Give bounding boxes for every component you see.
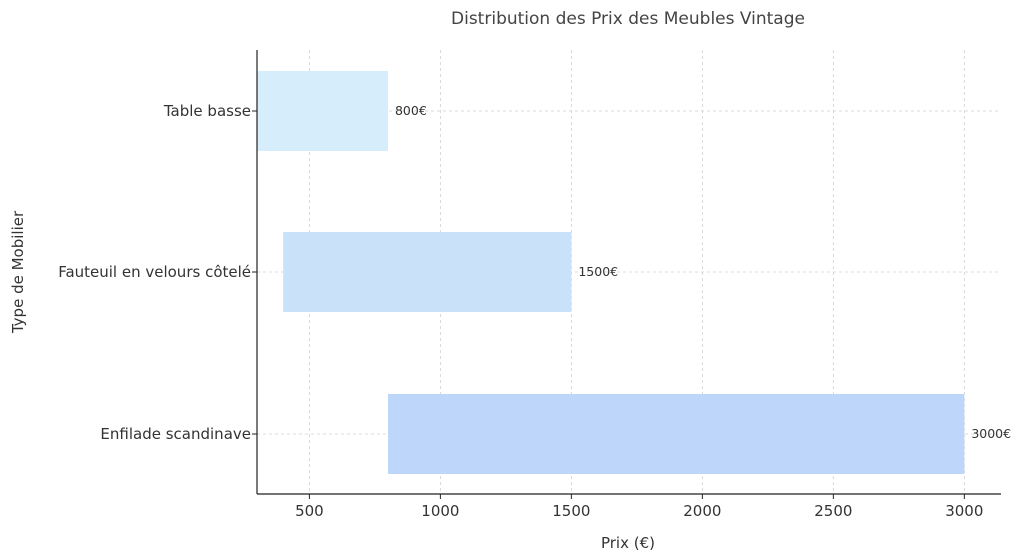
x-tick-label: 500 bbox=[295, 502, 324, 520]
x-axis-label: Prix (€) bbox=[601, 534, 655, 552]
bar-layer bbox=[257, 71, 965, 474]
y-tick-label: Table basse bbox=[163, 102, 251, 120]
y-tick-label: Enfilade scandinave bbox=[100, 425, 251, 443]
y-tick-label: Fauteuil en velours côtelé bbox=[58, 263, 251, 281]
axis-layer bbox=[252, 50, 1001, 499]
y-axis-label: Type de Mobilier bbox=[9, 210, 27, 334]
x-tick-label: 2500 bbox=[814, 502, 852, 520]
bar bbox=[387, 394, 965, 474]
chart-title: Distribution des Prix des Meubles Vintag… bbox=[451, 9, 805, 29]
x-tick-label: 3000 bbox=[945, 502, 983, 520]
bar-value-label: 800€ bbox=[395, 103, 427, 118]
x-tick-label: 1500 bbox=[552, 502, 590, 520]
label-layer: 500 1000 1500 2000 2500 3000 Table basse Fauteu… bbox=[58, 102, 1011, 520]
bar-value-label: 3000€ bbox=[971, 426, 1011, 441]
x-tick-label: 1000 bbox=[421, 502, 459, 520]
x-tick-label: 2000 bbox=[683, 502, 721, 520]
bar-value-label: 1500€ bbox=[578, 264, 618, 279]
bar bbox=[283, 232, 572, 312]
bar bbox=[257, 71, 388, 151]
